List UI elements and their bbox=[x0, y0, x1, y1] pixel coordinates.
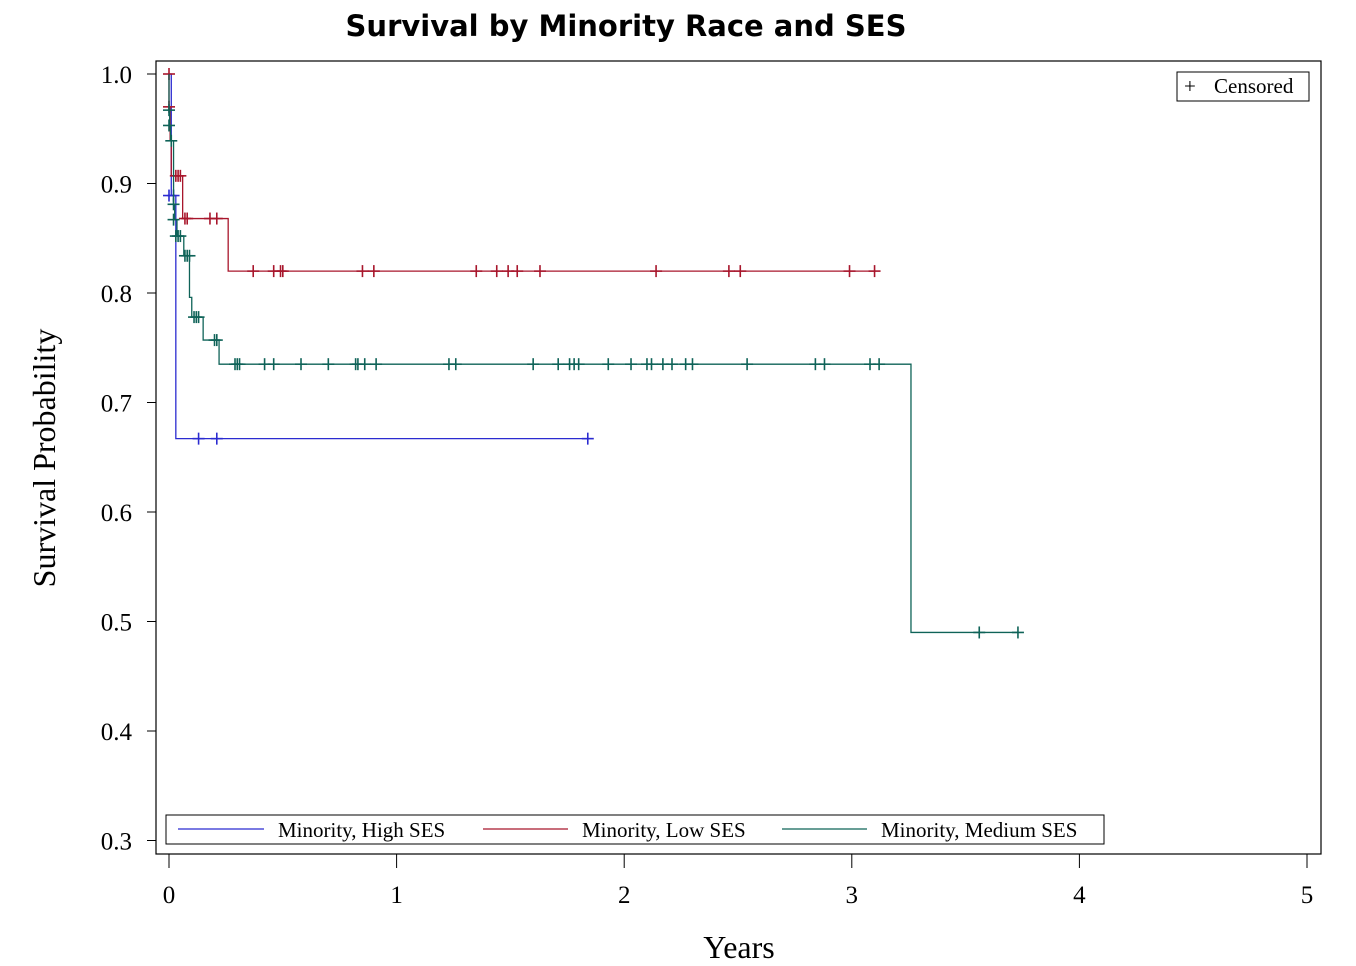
censor-mark bbox=[358, 358, 371, 371]
x-axis: 0 1 2 3 4 5 bbox=[163, 854, 1314, 909]
censor-mark bbox=[165, 134, 178, 147]
series-legend: Minority, High SES Minority, Low SES Min… bbox=[165, 814, 1105, 845]
y-tick-label: 0.6 bbox=[101, 500, 132, 527]
censor-mark bbox=[686, 358, 699, 371]
y-axis: 0.3 0.4 0.5 0.6 0.7 0.8 0.9 1.0 bbox=[101, 62, 156, 856]
x-axis-label: Years bbox=[703, 929, 774, 965]
censor-mark bbox=[449, 358, 462, 371]
censor-mark bbox=[868, 265, 881, 278]
censor-mark bbox=[581, 432, 594, 445]
survival-curve-medium-ses bbox=[168, 74, 1018, 634]
censor-mark bbox=[552, 358, 565, 371]
censor-mark bbox=[527, 358, 540, 371]
censor-mark bbox=[511, 265, 524, 278]
legend-label-high-ses: Minority, High SES bbox=[278, 818, 445, 842]
censor-mark bbox=[174, 230, 187, 243]
censor-mark bbox=[625, 358, 638, 371]
censor-mark bbox=[163, 119, 175, 132]
x-tick-label: 5 bbox=[1301, 882, 1314, 909]
censor-mark bbox=[722, 265, 735, 278]
y-tick-label: 0.9 bbox=[101, 172, 132, 199]
censor-mark bbox=[602, 358, 615, 371]
censor-mark bbox=[370, 358, 383, 371]
censor-mark bbox=[873, 358, 886, 371]
y-tick-label: 1.0 bbox=[101, 62, 132, 89]
legend-label-medium-ses: Minority, Medium SES bbox=[881, 818, 1077, 842]
censored-legend: + Censored bbox=[1176, 71, 1310, 102]
series-low-ses bbox=[163, 68, 881, 278]
x-tick-label: 4 bbox=[1073, 882, 1086, 909]
censor-mark bbox=[247, 265, 260, 278]
x-tick-label: 2 bbox=[618, 882, 631, 909]
chart-title: Survival by Minority Race and SES bbox=[346, 9, 907, 43]
y-tick-label: 0.8 bbox=[101, 281, 132, 308]
survival-curve-high-ses bbox=[169, 73, 588, 440]
y-tick-label: 0.7 bbox=[101, 391, 132, 418]
censor-mark bbox=[322, 358, 335, 371]
censor-mark bbox=[174, 169, 187, 182]
censor-mark bbox=[267, 358, 280, 371]
censor-mark bbox=[645, 358, 658, 371]
censor-mark bbox=[973, 626, 986, 639]
censor-mark bbox=[490, 265, 503, 278]
censored-legend-symbol: + bbox=[1184, 74, 1196, 98]
censor-mark bbox=[818, 358, 831, 371]
series-layer bbox=[163, 68, 1024, 639]
censor-mark bbox=[167, 213, 180, 226]
plot-frame bbox=[155, 60, 1322, 855]
censor-mark bbox=[843, 265, 856, 278]
censor-mark bbox=[470, 265, 483, 278]
y-axis-label: Survival Probability bbox=[26, 329, 62, 588]
censor-mark bbox=[210, 334, 223, 347]
series-medium-ses bbox=[163, 74, 1024, 639]
y-tick-label: 0.4 bbox=[101, 719, 133, 746]
y-tick-label: 0.3 bbox=[101, 829, 132, 856]
censor-mark bbox=[210, 432, 223, 445]
censor-mark bbox=[533, 265, 546, 278]
censor-mark bbox=[572, 358, 585, 371]
censor-mark bbox=[183, 249, 196, 262]
censor-mark bbox=[295, 358, 308, 371]
censor-mark bbox=[163, 104, 175, 117]
x-tick-label: 1 bbox=[390, 882, 403, 909]
censor-mark bbox=[741, 358, 754, 371]
legend-label-low-ses: Minority, Low SES bbox=[582, 818, 746, 842]
censor-mark bbox=[192, 311, 205, 324]
censor-mark bbox=[233, 358, 246, 371]
censor-mark bbox=[167, 198, 180, 211]
censor-mark bbox=[181, 212, 194, 225]
censor-mark bbox=[276, 265, 289, 278]
x-tick-label: 0 bbox=[163, 882, 176, 909]
censor-mark bbox=[650, 265, 663, 278]
censor-mark bbox=[356, 265, 369, 278]
y-tick-label: 0.5 bbox=[101, 610, 132, 637]
x-tick-label: 3 bbox=[846, 882, 859, 909]
survival-curve-low-ses bbox=[168, 74, 875, 272]
censor-mark bbox=[734, 265, 747, 278]
censor-mark bbox=[192, 432, 205, 445]
censored-legend-label: Censored bbox=[1214, 74, 1294, 98]
censor-mark bbox=[665, 358, 678, 371]
censor-mark bbox=[1011, 626, 1024, 639]
censor-mark bbox=[210, 212, 223, 225]
censor-mark bbox=[367, 265, 380, 278]
